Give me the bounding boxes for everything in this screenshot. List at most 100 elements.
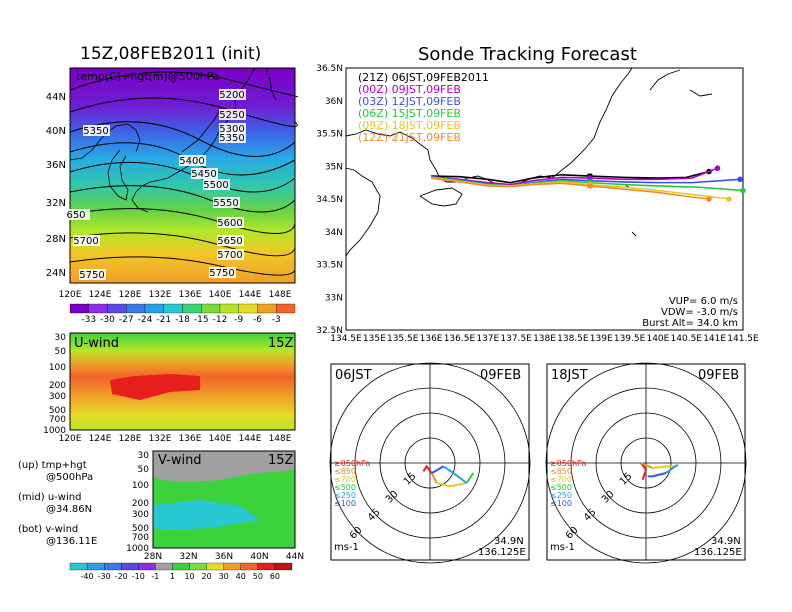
track-lon-tick: 140E xyxy=(646,334,669,344)
wind-colorbar-label: 10 xyxy=(184,572,194,581)
map-lon-tick: 144E xyxy=(239,290,262,300)
track-marker xyxy=(587,183,593,189)
temp-colorbar-cell xyxy=(276,303,296,314)
track-legend: (21Z) 06JST,09FEB2011 (00Z) 09JST,09FEB … xyxy=(358,72,489,144)
legend-note-up: (up) tmp+hgt xyxy=(18,460,87,471)
u-lon-tick: 136E xyxy=(179,434,202,444)
hodo-ring-label: 60 xyxy=(348,525,365,542)
map-contour-label: 5750 xyxy=(79,270,104,281)
u-wind-lon-ticks: 120E 124E 128E 132E 136E 140E 144E 148E xyxy=(59,434,292,444)
track-lon-tick: 137E xyxy=(476,334,499,344)
map-contour-label: 5600 xyxy=(217,218,242,229)
u-p-tick: 500 xyxy=(49,406,66,416)
track-legend-row: (12Z) 21JST,09FEB xyxy=(358,131,461,144)
temp-colorbar-label: -12 xyxy=(213,315,228,325)
map-lon-tick: 128E xyxy=(119,290,142,300)
map-contour-label-bg xyxy=(63,209,90,220)
map-lat-tick: 24N xyxy=(46,268,66,279)
track-lat-tick: 33N xyxy=(325,293,343,303)
wind-colorbar-cell xyxy=(121,562,139,571)
hodo-ring xyxy=(620,437,672,489)
hodo-trace xyxy=(640,462,648,480)
track-marker xyxy=(587,175,593,181)
track-legend-row: (09Z) 18JST,09FEB xyxy=(358,119,461,132)
wind-colorbar-cell xyxy=(138,562,156,571)
hodo-trace xyxy=(640,462,654,469)
temp-colorbar: -33 -30 -27 -24 -21 -18 -15 -12 -9 -6 -3 xyxy=(69,303,296,325)
u-p-tick: 30 xyxy=(55,333,67,343)
temp-colorbar-cell xyxy=(144,303,164,314)
wind-colorbar-cell xyxy=(240,562,258,571)
hodo2-unit: ms-1 xyxy=(550,542,575,553)
hodo2-lat: 34.9N xyxy=(711,536,741,547)
legend-note-bot: (bot) v-wind xyxy=(18,524,79,535)
u-p-tick: 200 xyxy=(49,381,66,391)
hodo1-levels: ≥850hPa ≤850 ≤700 ≤500 ≤250 ≤100 xyxy=(334,459,371,508)
v-p-tick: 300 xyxy=(132,510,149,520)
temp-colorbar-label: -15 xyxy=(194,315,209,325)
u-lon-tick: 144E xyxy=(239,434,262,444)
hodo1-unit: ms-1 xyxy=(334,542,359,553)
hodo2-levels: ≥850hPa ≤850 ≤700 ≤500 ≤250 ≤100 xyxy=(550,459,587,508)
wind-colorbar-cell xyxy=(274,562,293,571)
param-vup: VUP= 6.0 m/s xyxy=(668,296,738,307)
track-burst-point xyxy=(706,168,712,175)
map-contour-label-bg xyxy=(83,125,110,136)
hodo-ring xyxy=(404,437,456,489)
hodo-trace xyxy=(652,465,676,469)
map-contour-label-bg xyxy=(73,235,100,246)
temp-colorbar-cell xyxy=(126,303,146,314)
temp-colorbar-cell xyxy=(201,303,221,314)
temp-colorbar-cell xyxy=(69,303,89,314)
track-lat-tick: 35N xyxy=(325,162,343,172)
hodo-ring-label: 60 xyxy=(564,525,581,542)
map-field-label: temp(C)+hgt(m)@500hPa xyxy=(76,70,220,83)
hodo2-date: 09FEB xyxy=(698,368,740,383)
v-p-tick: 100 xyxy=(132,481,149,491)
track-lon-tick: 138E xyxy=(533,334,556,344)
wind-colorbar-label: 40 xyxy=(236,572,246,581)
hodo1-lon: 136.125E xyxy=(478,547,526,558)
map-contour-label: 5650 xyxy=(217,236,242,247)
map-contour-label-bg xyxy=(219,109,246,120)
v-p-tick: 1000 xyxy=(126,544,149,554)
u-lon-tick: 140E xyxy=(209,434,232,444)
u-lon-tick: 128E xyxy=(119,434,142,444)
temp-colorbar-label: -33 xyxy=(81,315,96,325)
hodo-ring-label: 15 xyxy=(402,471,419,488)
track-lon-tick: 138.5E xyxy=(557,334,589,344)
map-lon-tick: 132E xyxy=(149,290,172,300)
u-p-tick: 1000 xyxy=(43,426,66,436)
temp-colorbar-cell xyxy=(107,303,127,314)
hodo2-lon: 136.125E xyxy=(694,547,742,558)
map-contour-label: 5700 xyxy=(73,236,98,247)
track-legend-row: (00Z) 09JST,09FEB xyxy=(358,83,461,96)
hodo-trace xyxy=(422,464,433,474)
v-wind-label: V-wind xyxy=(158,453,202,468)
track-lon-tick: 141E xyxy=(703,334,726,344)
legend-note-mid-sub: @34.86N xyxy=(46,504,93,515)
map-contour-label: 5300 xyxy=(219,124,244,135)
map-contour-label-bg xyxy=(203,179,230,190)
map-lon-tick: 140E xyxy=(209,290,232,300)
map-lat-tick: 28N xyxy=(46,234,66,245)
temp-colorbar-cell xyxy=(163,303,183,314)
v-p-tick: 700 xyxy=(132,533,149,543)
track-burst-point xyxy=(737,176,743,183)
hodo-ring xyxy=(379,412,481,514)
temp-colorbar-label: -9 xyxy=(234,315,243,325)
track-lon-tick: 141.5E xyxy=(727,334,759,344)
wind-colorbar-label: -20 xyxy=(115,572,128,581)
temp-colorbar-cell xyxy=(238,303,258,314)
u-p-tick: 700 xyxy=(49,415,66,425)
u-lon-tick: 148E xyxy=(269,434,292,444)
map-coastline xyxy=(69,67,277,213)
track-marker xyxy=(587,173,593,179)
temp-colorbar-cell xyxy=(257,303,277,314)
track-lon-tick: 135E xyxy=(363,334,386,344)
track-line xyxy=(430,176,744,192)
temp-colorbar-label: -24 xyxy=(138,315,153,325)
track-line xyxy=(431,170,710,184)
track-lat-tick: 34N xyxy=(325,228,343,238)
